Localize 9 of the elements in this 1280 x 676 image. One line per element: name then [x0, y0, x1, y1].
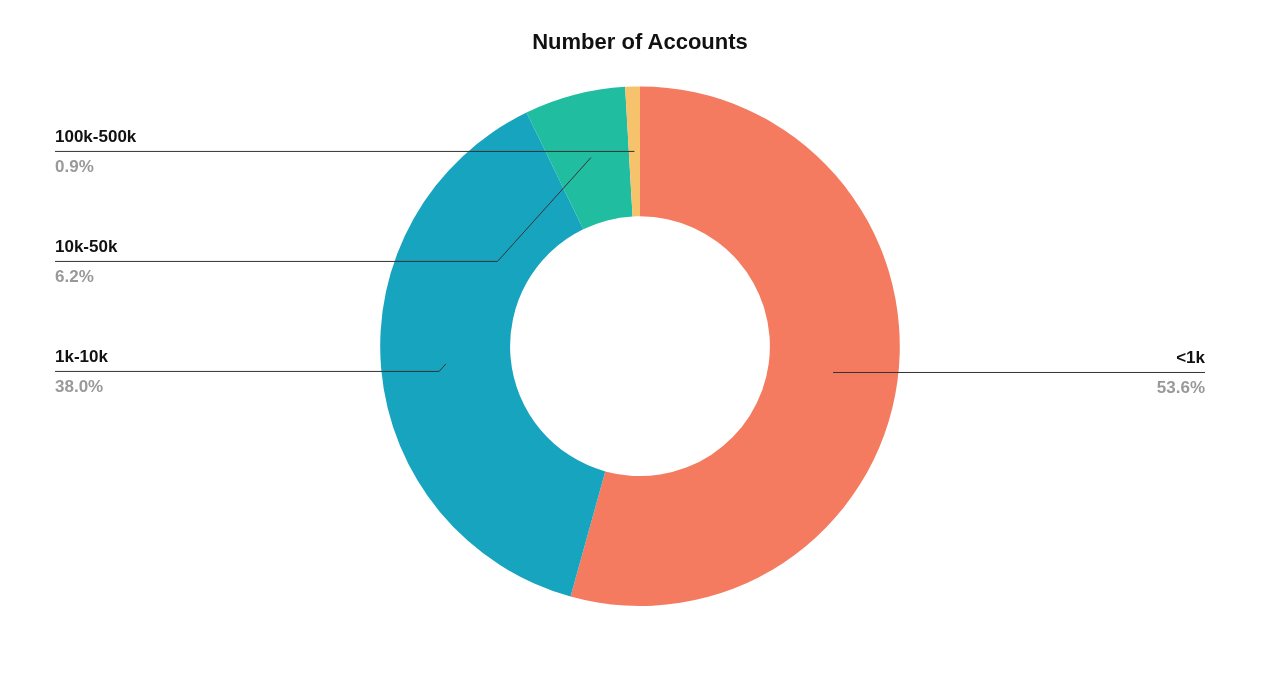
data-label: 53.6% [1156, 377, 1205, 397]
slice-label: 10k-50k [55, 236, 118, 256]
slice-label: 1k-10k [55, 346, 109, 366]
chart-title: Number of Accounts [532, 29, 748, 55]
data-label: 0.9% [55, 156, 94, 176]
slice-label: 100k-500k [55, 126, 137, 146]
data-label: 38.0% [55, 376, 104, 396]
data-label: 6.2% [55, 266, 94, 286]
slice-label: <1k [1176, 347, 1206, 367]
